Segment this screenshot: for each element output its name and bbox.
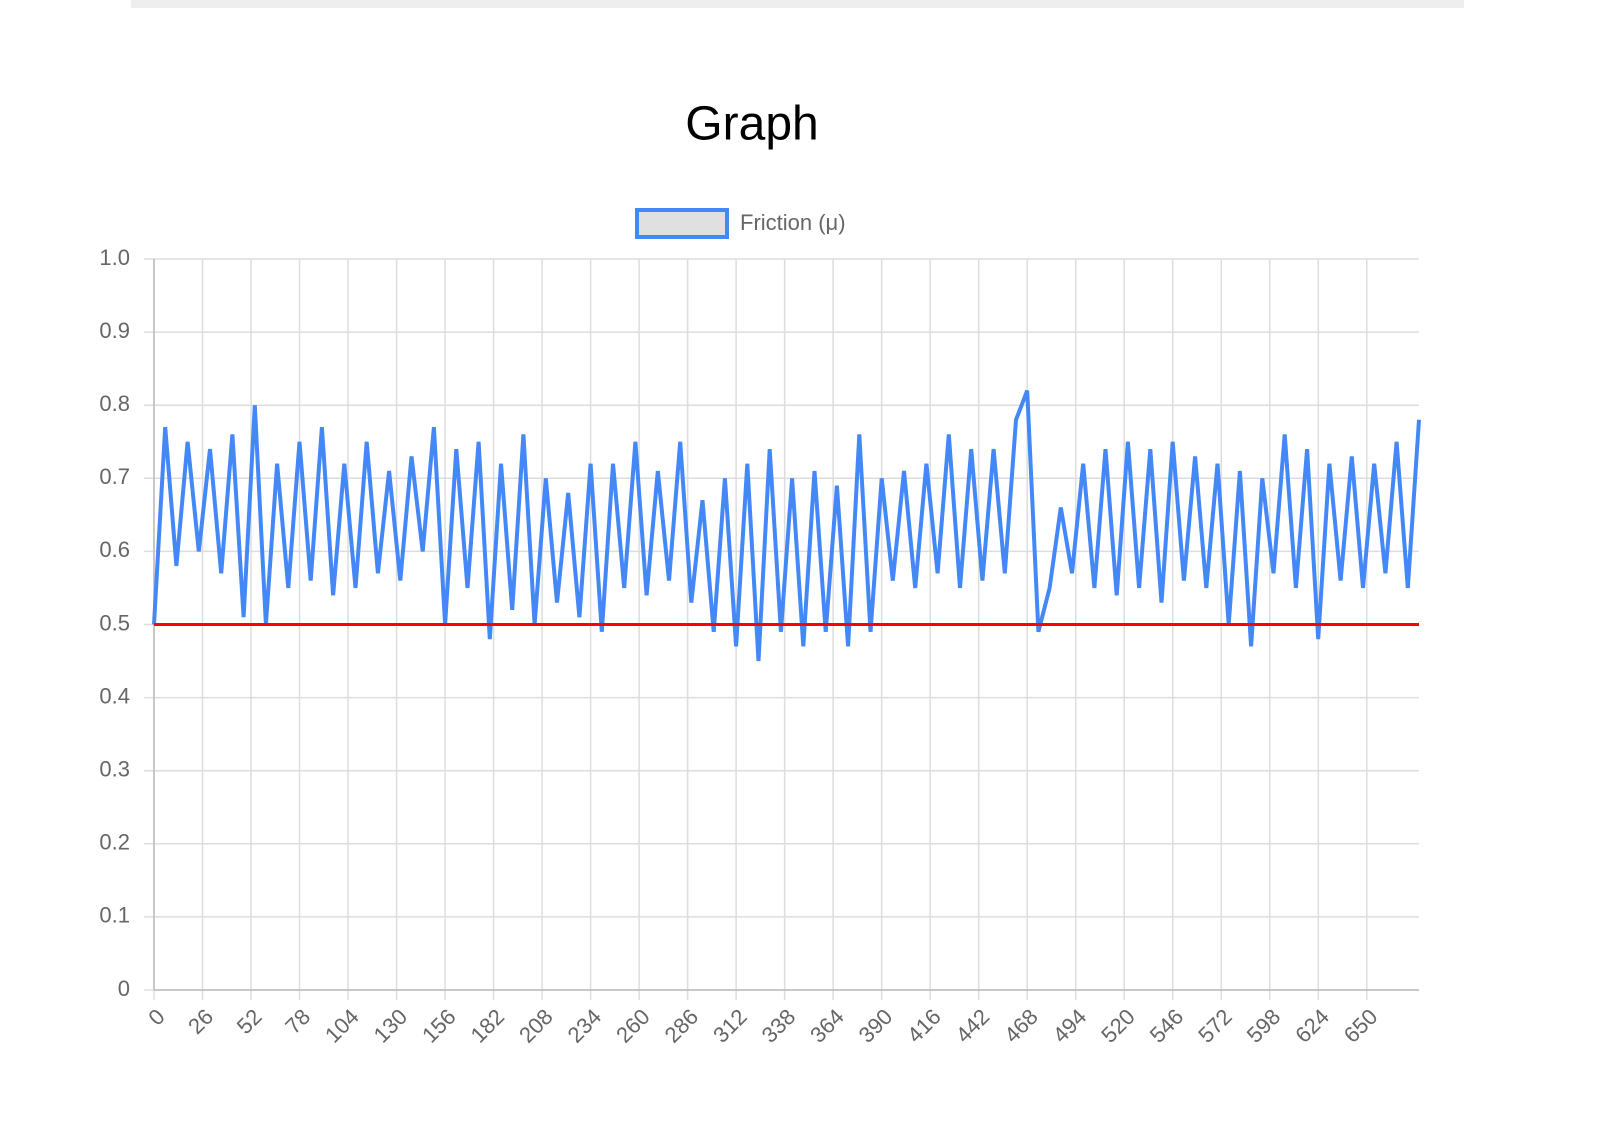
x-tick-label: 130 bbox=[369, 1004, 413, 1048]
x-tick-label: 286 bbox=[660, 1004, 704, 1048]
x-tick-label: 468 bbox=[999, 1004, 1043, 1048]
x-tick-label: 208 bbox=[514, 1004, 558, 1048]
y-tick-label: 0.9 bbox=[99, 318, 130, 343]
y-tick-label: 1.0 bbox=[99, 245, 130, 270]
x-tick-label: 624 bbox=[1290, 1004, 1334, 1048]
x-tick-label: 156 bbox=[417, 1004, 461, 1048]
x-tick-label: 442 bbox=[951, 1004, 995, 1048]
x-tick-label: 494 bbox=[1048, 1004, 1092, 1048]
x-tick-label: 390 bbox=[854, 1004, 898, 1048]
y-tick-label: 0.7 bbox=[99, 464, 130, 489]
y-tick-label: 0.1 bbox=[99, 903, 130, 928]
top-bar bbox=[131, 0, 1464, 8]
x-tick-label: 182 bbox=[466, 1004, 510, 1048]
x-tick-label: 650 bbox=[1339, 1004, 1383, 1048]
y-tick-label: 0.6 bbox=[99, 537, 130, 562]
x-tick-label: 26 bbox=[183, 1004, 218, 1039]
x-tick-label: 546 bbox=[1145, 1004, 1189, 1048]
x-tick-label: 520 bbox=[1096, 1004, 1140, 1048]
x-tick-label: 364 bbox=[805, 1004, 849, 1048]
x-tick-label: 312 bbox=[708, 1004, 752, 1048]
y-tick-label: 0.2 bbox=[99, 830, 130, 855]
y-tick-label: 0.4 bbox=[99, 683, 130, 708]
y-tick-label: 0.5 bbox=[99, 610, 130, 635]
y-tick-label: 0.8 bbox=[99, 391, 130, 416]
y-tick-label: 0 bbox=[118, 976, 130, 1001]
legend-swatch bbox=[635, 208, 729, 239]
x-tick-label: 234 bbox=[563, 1004, 607, 1048]
x-tick-label: 52 bbox=[232, 1004, 267, 1039]
data-line bbox=[152, 389, 1421, 662]
legend-label: Friction (μ) bbox=[740, 210, 846, 235]
y-tick-label: 0.3 bbox=[99, 757, 130, 782]
x-tick-label: 78 bbox=[280, 1004, 315, 1039]
x-tick-label: 260 bbox=[611, 1004, 655, 1048]
x-tick-label: 572 bbox=[1193, 1004, 1237, 1048]
x-tick-label: 338 bbox=[757, 1004, 801, 1048]
x-tick-label: 598 bbox=[1242, 1004, 1286, 1048]
x-tick-label: 0 bbox=[143, 1004, 169, 1030]
chart-title: Graph bbox=[685, 98, 818, 151]
x-tick-label: 104 bbox=[320, 1004, 364, 1048]
x-tick-label: 416 bbox=[902, 1004, 946, 1048]
